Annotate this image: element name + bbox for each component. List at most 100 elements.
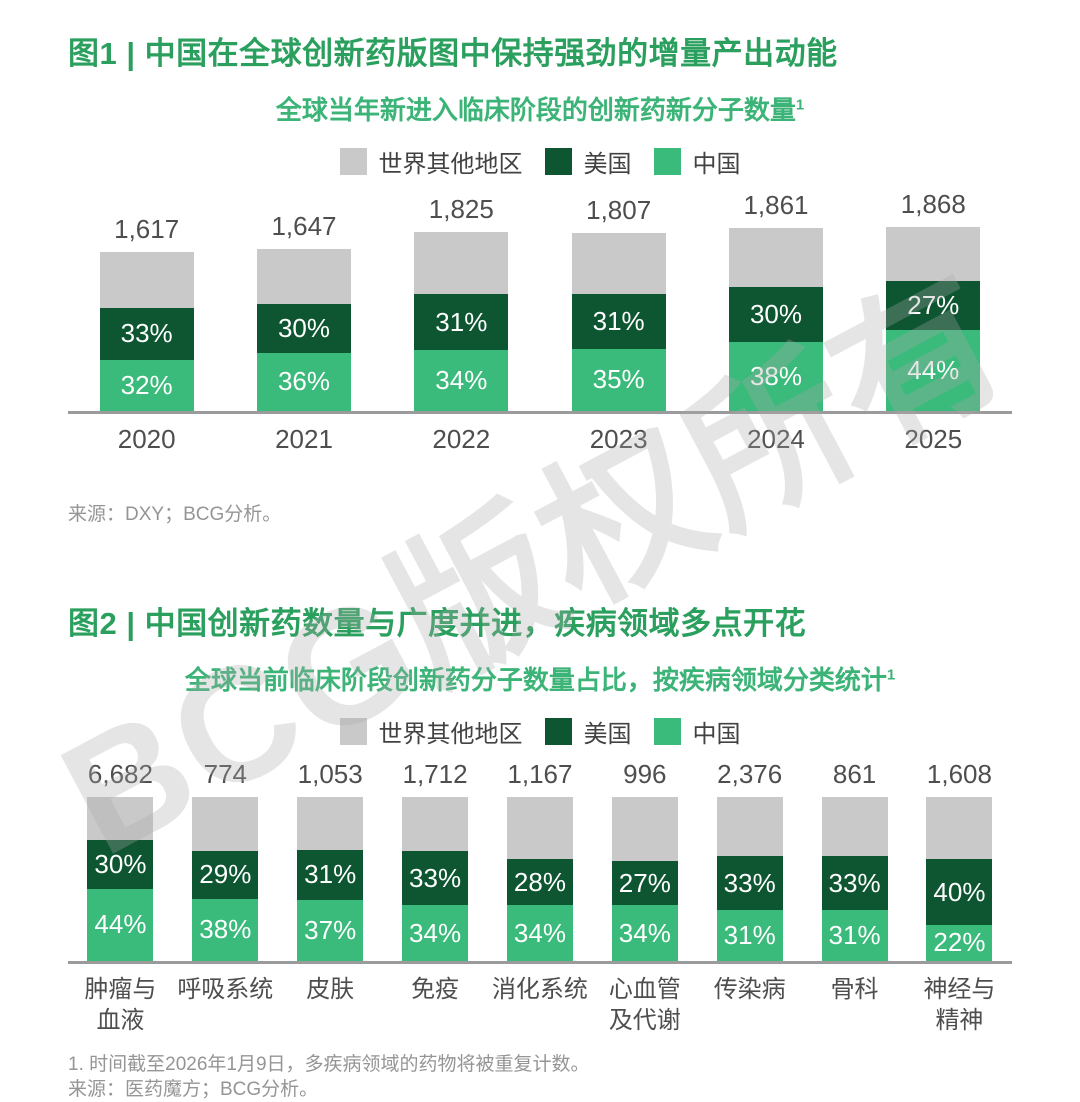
bar-segment-cn: 35% xyxy=(571,348,666,411)
bar-percent-label: 30% xyxy=(749,298,802,329)
bar-percent-label: 22% xyxy=(933,927,986,958)
bar-percent-label: 38% xyxy=(749,360,802,391)
bar-percent-label: 44% xyxy=(907,355,960,386)
bar-total-label: 1,807 xyxy=(586,195,652,226)
legend-item-2: 美国 xyxy=(544,714,632,749)
figure-1-subtitle-text: 全球当年新进入临床阶段的创新药新分子数量 xyxy=(275,95,796,125)
figure-1-x-axis-labels: 2020 2021 2022 2023 2024 2025 xyxy=(68,424,1012,455)
legend-swatch-icon xyxy=(339,718,367,745)
bar-column: 861 33% 31% xyxy=(802,759,907,961)
figure-1-subtitle-footnote-marker: 1 xyxy=(795,96,805,114)
stacked-bar: 40% 22% xyxy=(926,797,993,961)
figure-2-footnote: 1. 时间截至2026年1月9日，多疾病领域的药物将被重复计数。 xyxy=(68,1054,590,1075)
bar-total-label: 1,868 xyxy=(900,189,966,220)
x-axis-label: 传染病 xyxy=(713,976,786,1003)
bar-percent-label: 38% xyxy=(199,914,252,945)
bar-segment-rest xyxy=(402,797,469,852)
x-axis-label: 消化系统 xyxy=(491,976,588,1003)
bar-percent-label: 31% xyxy=(592,305,645,336)
legend-item-2: 美国 xyxy=(544,144,632,179)
bar-segment-cn: 36% xyxy=(256,352,351,411)
bar-segment-rest xyxy=(728,228,823,287)
bar-total-label: 1,825 xyxy=(428,193,494,224)
bar-segment-rest xyxy=(571,233,666,294)
figure-2-subtitle-text: 全球当前临床阶段创新药分子数量占比，按疾病领域分类统计 xyxy=(184,665,887,695)
x-axis-label: 2024 xyxy=(747,424,805,454)
bar-segment-rest xyxy=(414,231,509,295)
bar-percent-label: 31% xyxy=(304,859,357,890)
bar-segment-rest xyxy=(192,797,259,852)
bar-segment-cn: 32% xyxy=(99,360,194,411)
legend-swatch-icon xyxy=(653,148,681,175)
x-axis-label: 2021 xyxy=(275,424,333,454)
bar-total-label: 861 xyxy=(832,759,877,789)
bar-percent-label: 34% xyxy=(435,365,488,395)
bar-percent-label: 33% xyxy=(828,867,881,898)
bar-total-label: 1,167 xyxy=(507,759,573,789)
bar-column: 2,376 33% 31% xyxy=(697,759,802,961)
bar-percent-label: 33% xyxy=(120,318,173,349)
legend-label: 中国 xyxy=(692,721,741,748)
bar-segment-cn: 34% xyxy=(414,350,509,411)
bar-column: 1,807 31% 35% xyxy=(540,195,697,411)
bar-total-label: 2,376 xyxy=(717,759,783,789)
bar-segment-us: 30% xyxy=(728,286,823,342)
figure-2-source: 来源：医药魔方；BCG分析。 xyxy=(68,1079,319,1100)
bar-column: 1,825 31% 34% xyxy=(383,194,540,411)
bar-segment-cn: 34% xyxy=(402,905,469,961)
bar-segment-rest xyxy=(886,227,981,281)
bar-total-label: 774 xyxy=(203,759,247,789)
bar-percent-label: 40% xyxy=(933,876,986,907)
bar-segment-us: 31% xyxy=(414,294,509,350)
bar-segment-rest xyxy=(297,797,364,850)
bar-percent-label: 31% xyxy=(828,920,881,951)
legend-swatch-icon xyxy=(653,718,681,745)
bar-segment-cn: 22% xyxy=(926,924,993,961)
figure-1-legend: 世界其他地区 美国 中国 xyxy=(0,144,1080,179)
bar-percent-label: 37% xyxy=(304,915,357,946)
bar-segment-rest xyxy=(99,252,194,308)
bar-column: 1,712 33% 34% xyxy=(383,759,488,961)
bar-segment-rest xyxy=(87,797,154,840)
stacked-bar: 29% 38% xyxy=(192,797,259,961)
bar-percent-label: 34% xyxy=(618,917,671,948)
bar-total-label: 996 xyxy=(623,759,667,789)
bar-percent-label: 33% xyxy=(723,867,776,898)
bar-segment-cn: 44% xyxy=(886,330,981,411)
legend-label: 世界其他地区 xyxy=(378,151,523,178)
bar-percent-label: 34% xyxy=(409,917,462,948)
stacked-bar: 33% 32% xyxy=(99,252,194,411)
bar-segment-rest xyxy=(506,797,573,860)
figure-2-footnotes: 1. 时间截至2026年1月9日，多疾病领域的药物将被重复计数。 来源：医药魔方… xyxy=(68,1052,1080,1102)
bar-segment-cn: 31% xyxy=(821,910,888,961)
bar-percent-label: 34% xyxy=(513,917,566,948)
legend-swatch-icon xyxy=(544,148,572,175)
bar-segment-us: 28% xyxy=(506,859,573,906)
figure-2-x-axis-labels: 肿瘤与 血液 呼吸系统 皮肤 免疫 消化系统 心血管 及代谢 传染病 骨科 神经与 精神 xyxy=(68,974,1012,1036)
bar-segment-cn: 31% xyxy=(716,910,783,961)
bar-percent-label: 28% xyxy=(513,866,566,897)
x-axis-label: 神经与 精神 xyxy=(923,976,996,1034)
bar-segment-rest xyxy=(256,249,351,305)
bar-percent-label: 30% xyxy=(94,848,147,879)
bar-percent-label: 29% xyxy=(199,859,252,890)
stacked-bar: 31% 37% xyxy=(297,797,364,961)
bar-total-label: 1,617 xyxy=(114,214,180,244)
bar-percent-label: 31% xyxy=(723,920,776,951)
stacked-bar: 28% 34% xyxy=(506,797,573,961)
bar-percent-label: 36% xyxy=(277,366,330,397)
x-axis-label: 皮肤 xyxy=(306,976,355,1003)
legend-label: 中国 xyxy=(692,151,741,178)
bar-column: 1,861 30% 38% xyxy=(697,190,854,411)
legend-item-1: 世界其他地区 xyxy=(339,144,523,179)
bar-total-label: 1,053 xyxy=(297,759,363,789)
bar-percent-label: 35% xyxy=(592,364,645,395)
bar-column: 1,868 27% 44% xyxy=(855,189,1012,411)
bar-segment-rest xyxy=(821,797,888,857)
stacked-bar: 27% 44% xyxy=(886,227,981,411)
legend-item-1: 世界其他地区 xyxy=(339,714,523,749)
stacked-bar: 33% 31% xyxy=(716,797,783,961)
stacked-bar: 27% 34% xyxy=(611,797,678,961)
bar-total-label: 6,682 xyxy=(87,759,153,789)
stacked-bar: 31% 34% xyxy=(414,231,509,411)
